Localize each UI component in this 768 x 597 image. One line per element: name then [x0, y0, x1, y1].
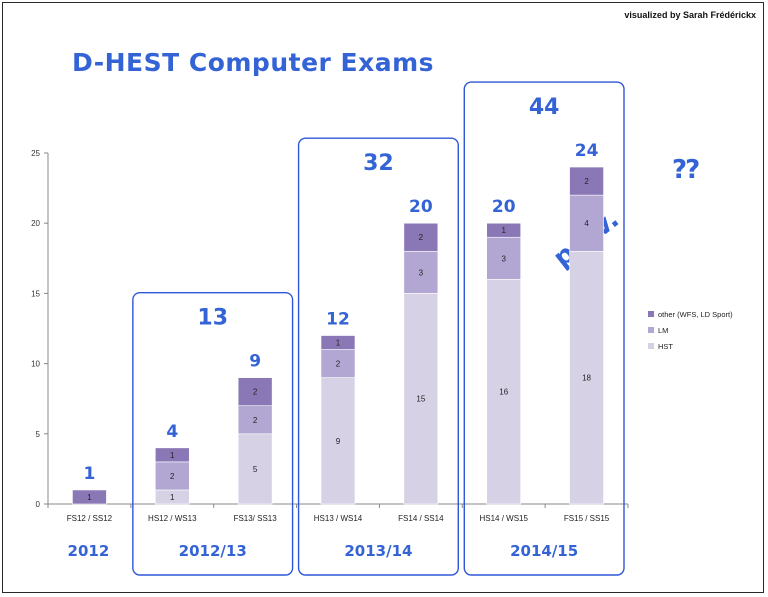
data-label: 1 [170, 493, 175, 502]
data-label: 9 [336, 437, 341, 446]
bar-segment [569, 250, 604, 505]
bar-segment [154, 447, 190, 463]
year-label: 2013/14 [344, 542, 412, 560]
data-label: 1 [501, 226, 506, 235]
data-label: 1 [170, 451, 175, 460]
bar-total-label: 20 [409, 197, 433, 217]
bar-total-label: 4 [166, 422, 178, 442]
group-total-label: 13 [197, 306, 228, 331]
x-tick-label: HS12 / WS13 [148, 514, 197, 523]
data-label: 2 [170, 472, 175, 481]
x-tick-label: FS15 / SS15 [564, 514, 610, 523]
group-box [463, 81, 625, 576]
x-tick-label: FS12 / SS12 [67, 514, 113, 523]
data-label: 2 [584, 177, 589, 186]
bar-total-label: 20 [492, 197, 516, 217]
legend-swatch [648, 327, 654, 333]
y-tick-label: 25 [31, 149, 40, 158]
data-label: 16 [499, 388, 508, 397]
year-label: 2012 [68, 542, 110, 560]
group-total-label: 32 [363, 151, 394, 176]
legend-swatch [648, 343, 654, 349]
data-label: 2 [419, 233, 424, 242]
bar-segment [320, 349, 356, 378]
data-label: 1 [336, 339, 341, 348]
x-tick-label: HS13 / WS14 [314, 514, 363, 523]
data-label: 2 [253, 416, 258, 425]
y-tick-label: 10 [31, 360, 40, 369]
x-tick-label: HS14 / WS15 [479, 514, 528, 523]
legend-label: LM [658, 326, 668, 335]
bar-total-label: 24 [575, 141, 599, 161]
data-label: 15 [416, 395, 425, 404]
bar-segment [237, 377, 273, 407]
question-annotation: ?? [672, 155, 700, 185]
bar-segment [486, 222, 522, 238]
bar-total-label: 1 [84, 464, 96, 484]
legend-label: HST [658, 342, 673, 351]
group-total-label: 44 [529, 95, 560, 120]
data-label: 4 [584, 219, 589, 228]
chart-title: D-HEST Computer Exams [72, 48, 435, 77]
bar-segment [569, 166, 604, 196]
group-box [132, 291, 294, 576]
y-tick-label: 5 [36, 430, 41, 439]
bar-total-label: 12 [326, 310, 350, 330]
legend-label: other (WFS, LD Sport) [658, 310, 733, 319]
bar-segment [403, 222, 439, 252]
credit-text: visualized by Sarah Frédérickx [624, 10, 756, 20]
x-tick-label: FS14 / SS14 [398, 514, 444, 523]
data-label: 2 [336, 360, 341, 369]
year-label: 2012/13 [179, 542, 247, 560]
year-label: 2014/15 [510, 542, 578, 560]
data-label: 1 [87, 493, 92, 502]
data-label: 3 [419, 268, 424, 277]
y-tick-label: 15 [31, 289, 40, 298]
data-label: 5 [253, 465, 258, 474]
x-tick-label: FS13/ SS13 [234, 514, 278, 523]
data-label: 2 [253, 388, 258, 397]
bar-segment [72, 489, 107, 505]
y-tick-label: 0 [36, 500, 41, 509]
bar-segment [403, 293, 439, 505]
bar-total-label: 9 [249, 352, 261, 372]
bar-segment [320, 377, 356, 505]
bar-segment [486, 236, 522, 280]
y-tick-label: 20 [31, 219, 40, 228]
bar-segment [486, 279, 522, 505]
data-label: 18 [582, 374, 591, 383]
bar-segment [403, 250, 439, 294]
bar-segment [569, 194, 604, 252]
group-box [297, 137, 459, 576]
bar-segment [320, 335, 356, 350]
data-label: 3 [501, 254, 506, 263]
legend-swatch [648, 311, 654, 317]
